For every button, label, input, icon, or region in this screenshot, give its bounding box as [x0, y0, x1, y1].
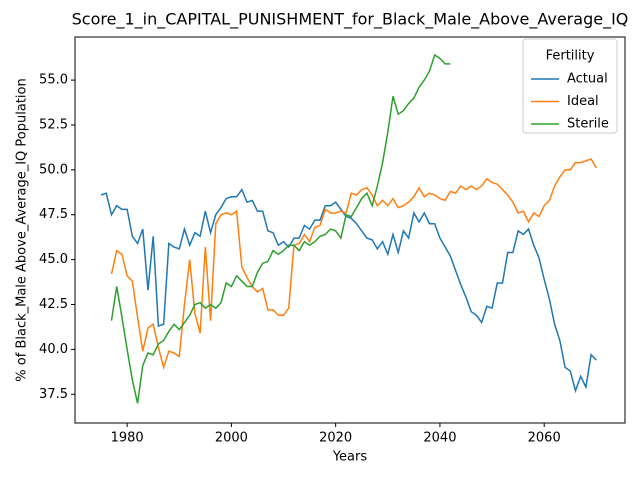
legend-label: Actual — [567, 72, 608, 87]
x-tick-label: 2060 — [528, 431, 561, 446]
y-tick-label: 47.5 — [39, 207, 68, 222]
y-tick-label: 42.5 — [39, 297, 68, 312]
y-tick-label: 37.5 — [39, 387, 68, 402]
series-line — [100, 188, 597, 394]
y-tick-label: 55.0 — [39, 73, 68, 88]
plot-frame — [74, 36, 626, 424]
x-tick-label: 1980 — [111, 431, 144, 446]
y-tick-label: 50.0 — [39, 162, 68, 177]
y-tick-label: 40.0 — [39, 342, 68, 357]
y-tick-label: 52.5 — [39, 117, 68, 132]
series-line — [110, 158, 597, 371]
legend-box — [522, 38, 618, 134]
legend-label: Sterile — [567, 117, 609, 132]
y-tick-label: 45.0 — [39, 252, 68, 267]
x-tick-label: 2040 — [423, 431, 456, 446]
chart-title: Score_1_in_CAPITAL_PUNISHMENT_for_Black_… — [72, 10, 629, 30]
legend-label: Ideal — [567, 94, 599, 109]
legend: Fertility Actual Ideal Sterile — [522, 38, 618, 134]
x-tick-label: 2000 — [215, 431, 248, 446]
series-line — [110, 53, 451, 404]
y-axis-label: % of Black_Male Above_Average_IQ Populat… — [15, 78, 30, 381]
x-axis-label: Years — [332, 450, 368, 465]
x-tick-label: 2020 — [319, 431, 352, 446]
legend-title: Fertility — [546, 49, 595, 64]
